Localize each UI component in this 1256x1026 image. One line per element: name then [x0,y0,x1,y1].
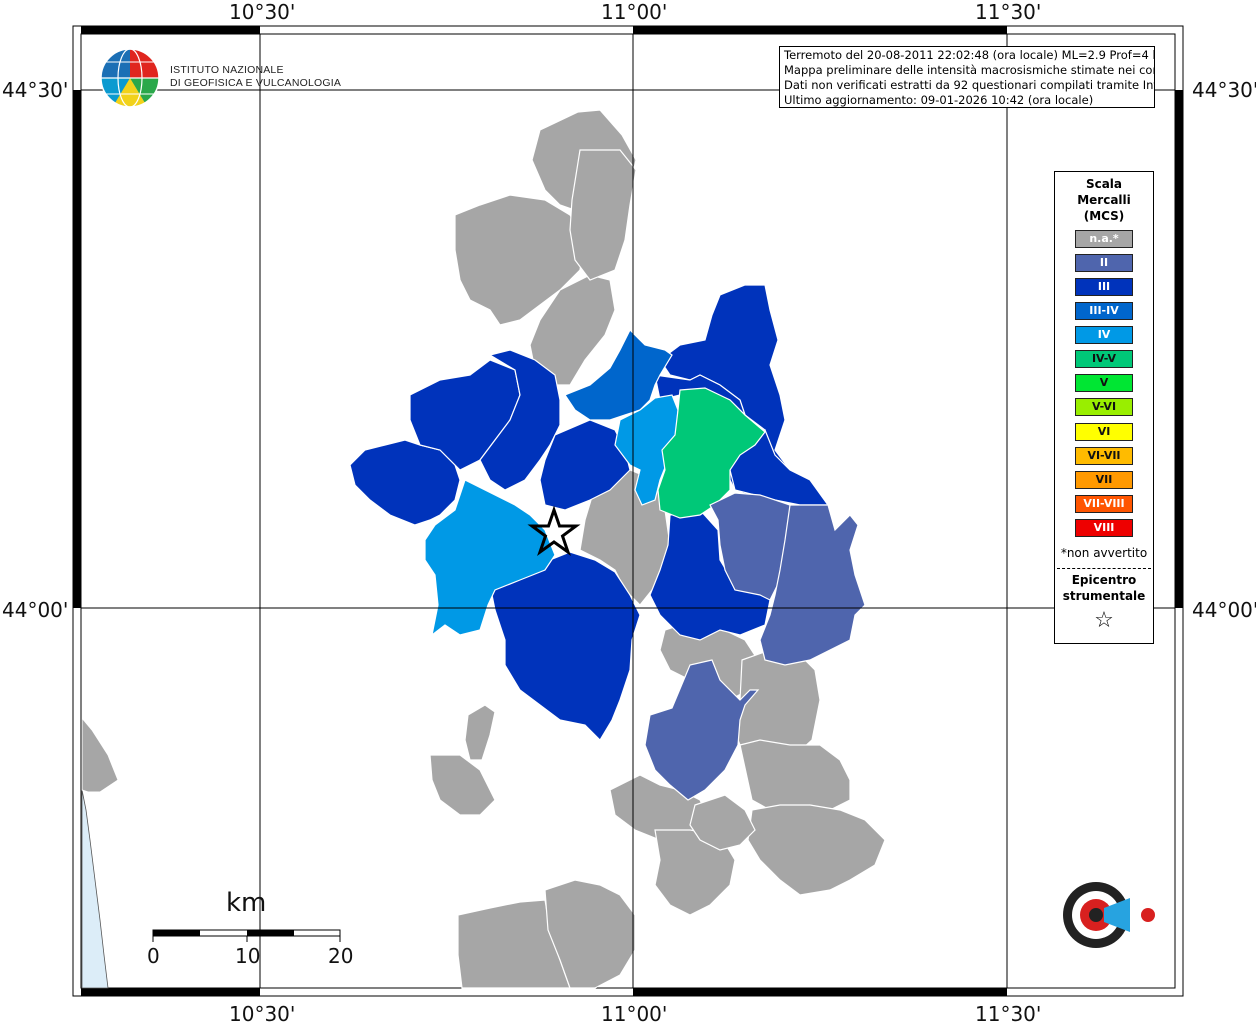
event-info-line4: Ultimo aggiornamento: 09-01-2026 10:42 (… [784,93,1094,107]
event-info-box: Terremoto del 20-08-2011 22:02:48 (ora l… [779,46,1155,108]
sea-area [81,789,109,989]
legend-epicenter-line2: strumentale [1062,589,1146,603]
intensity-IV-municipalities [424,394,679,637]
lon-label-bottom-2: 11°00' [601,1002,668,1026]
haisentito-logo [1063,882,1155,948]
legend-epicenter-line1: Epicentro [1071,573,1137,587]
lat-label-right-2: 44°00' [1192,598,1256,622]
intensity-III-IV-municipalities [564,328,673,421]
mcs-legend: Scala Mercalli (MCS) n.a.* II III III-IV… [1054,171,1154,644]
lon-label-top-3: 11°30' [975,0,1042,24]
legend-title-line1: Scala [1085,177,1123,191]
event-info-line2: Mappa preliminare delle intensità macros… [784,63,1155,77]
ingv-name-line2: DI GEOFISICA E VULCANOLOGIA [170,77,342,89]
scale-bar [152,929,341,942]
legend-note: *non avvertito [1060,546,1148,560]
lon-label-top-1: 10°30' [229,0,296,24]
legend-swatch-VI: VI [1075,423,1133,441]
legend-swatch-V: V [1075,374,1133,392]
legend-swatch-V-VI: V-VI [1075,398,1133,416]
ingv-logo-globe [100,48,160,108]
legend-title-line2: Mercalli [1077,193,1131,207]
legend-title-line3: (MCS) [1083,209,1125,223]
legend-swatch-III: III [1075,278,1133,296]
lat-label-right-1: 44°30' [1192,78,1256,102]
legend-epicenter-label: Epicentro strumentale [1055,572,1153,604]
event-info-line3: Dati non verificati estratti da 92 quest… [784,78,1155,92]
legend-star-icon: ☆ [1094,608,1114,633]
land-west [81,716,119,793]
ingv-name-line1: ISTITUTO NAZIONALE [170,64,284,76]
scale-tick-10: 10 [235,944,261,968]
legend-separator [1057,568,1151,569]
lon-label-bottom-3: 11°30' [975,1002,1042,1026]
intensity-II-municipalities [644,492,866,801]
legend-swatch-VII-VIII: VII-VIII [1075,495,1133,513]
legend-swatch-III-IV: III-IV [1075,302,1133,320]
legend-title: Scala Mercalli (MCS) [1055,176,1153,224]
legend-swatch-VI-VII: VI-VII [1075,447,1133,465]
intensity-III-municipalities [349,284,830,741]
frame-bars [73,26,1183,996]
na-municipalities [429,109,886,989]
scale-unit: km [226,888,267,918]
event-info-line1: Terremoto del 20-08-2011 22:02:48 (ora l… [784,48,1155,62]
legend-swatch-VIII: VIII [1075,519,1133,537]
legend-swatch-na: n.a.* [1075,230,1133,248]
ingv-name: ISTITUTO NAZIONALE DI GEOFISICA E VULCAN… [170,64,341,90]
legend-swatch-II: II [1075,254,1133,272]
scale-tick-0: 0 [147,944,160,968]
lon-label-bottom-1: 10°30' [229,1002,296,1026]
scale-tick-20: 20 [328,944,354,968]
legend-swatch-IV: IV [1075,326,1133,344]
legend-swatch-IV-V: IV-V [1075,350,1133,368]
lat-label-left-1: 44°30' [2,78,69,102]
lon-label-top-2: 11°00' [601,0,668,24]
legend-swatch-VII: VII [1075,471,1133,489]
lat-label-left-2: 44°00' [2,598,69,622]
epicenter-star-marker [527,505,581,556]
